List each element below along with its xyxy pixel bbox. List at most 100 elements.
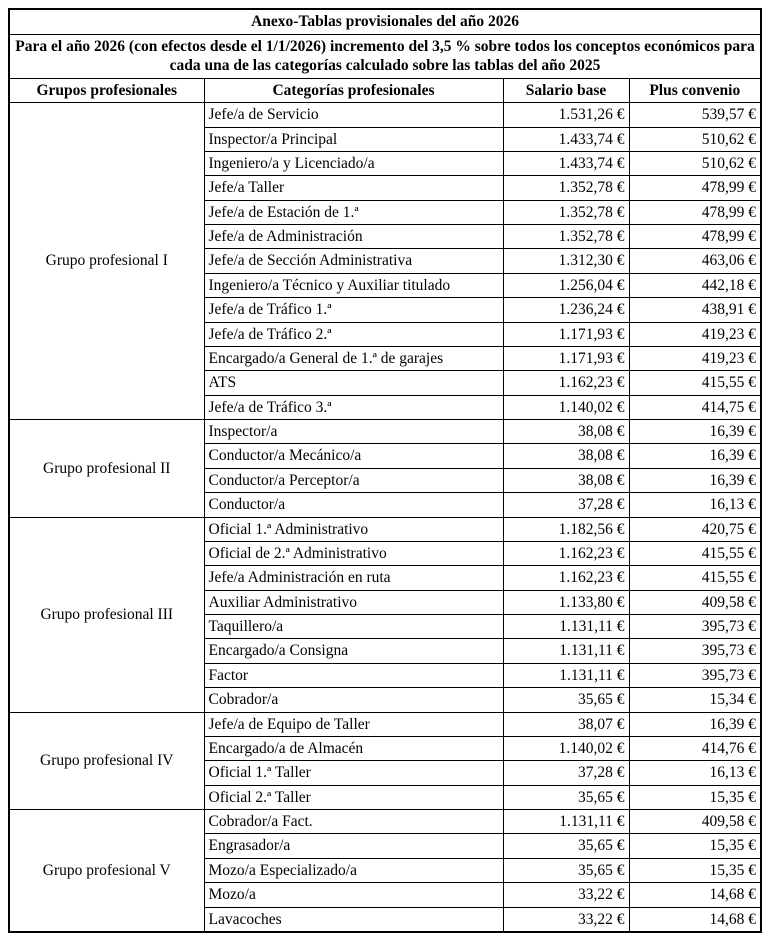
salario-base-cell: 38,08 €	[502, 443, 630, 469]
salario-base-cell: 1.162,23 €	[502, 370, 630, 396]
salario-base-cell: 35,65 €	[502, 857, 630, 884]
salario-base-cell: 37,28 €	[502, 760, 630, 786]
salario-base-cell: 1.131,11 €	[502, 808, 630, 835]
plus-convenio-cell: 420,75 €	[628, 516, 762, 542]
category-cell: Inspector/a Principal	[203, 126, 504, 152]
plus-convenio-cell: 419,23 €	[628, 321, 762, 347]
salario-base-cell: 38,08 €	[502, 467, 630, 494]
category-cell: Jefe/a de Estación de 1.ª	[203, 199, 504, 226]
category-cell: ATS	[203, 370, 504, 396]
table-row: Taquillero/a 1.131,11 €395,73 €	[9, 613, 762, 640]
category-cell: Lavacoches	[203, 906, 504, 933]
salario-base-cell: 1.352,78 €	[502, 223, 630, 250]
plus-convenio-cell: 478,99 €	[628, 175, 762, 201]
salario-base-cell: 1.182,56 €	[502, 516, 630, 542]
table-body: Anexo-Tablas provisionales del año 2026 …	[8, 8, 762, 933]
plus-convenio-cell: 16,39 €	[628, 467, 762, 494]
plus-convenio-cell: 478,99 €	[628, 199, 762, 226]
category-cell: Jefe/a de Tráfico 1.ª	[203, 297, 504, 323]
salario-base-cell: 1.256,04 €	[502, 272, 630, 299]
category-cell: Jefe/a de Servicio	[203, 102, 504, 128]
salario-base-cell: 38,08 €	[502, 418, 630, 445]
plus-convenio-cell: 14,68 €	[628, 906, 762, 933]
table-row: Inspector/a Principal 1.433,74 €510,62 €	[9, 126, 762, 152]
plus-convenio-cell: 510,62 €	[628, 150, 762, 177]
column-header-plus-convenio: Plus convenio	[628, 77, 762, 104]
category-cell: Conductor/a	[203, 492, 504, 518]
plus-convenio-cell: 16,39 €	[628, 443, 762, 469]
plus-convenio-cell: 419,23 €	[628, 345, 762, 372]
table-row: Engrasador/a 35,65 €15,35 €	[9, 833, 762, 859]
salario-base-cell: 1.131,11 €	[502, 662, 630, 689]
salario-base-cell: 1.140,02 €	[502, 735, 630, 762]
table-row: Encargado/a General de 1.ª de garajes 1.1…	[9, 345, 762, 372]
plus-convenio-cell: 415,55 €	[628, 565, 762, 591]
table-row: Oficial 2.ª Taller 35,65 €15,35 €	[9, 784, 762, 811]
table-title: Anexo-Tablas provisionales del año 2026	[8, 8, 762, 35]
salario-base-cell: 33,22 €	[502, 882, 630, 908]
table-row: Jefe/a de Administración 1.352,78 €478,99…	[9, 223, 762, 250]
category-cell: Jefe/a de Equipo de Taller	[203, 711, 504, 737]
salario-base-cell: 1.171,93 €	[502, 321, 630, 347]
category-cell: Jefe/a Taller	[203, 175, 504, 201]
plus-convenio-cell: 15,35 €	[628, 784, 762, 811]
category-cell: Jefe/a de Tráfico 2.ª	[203, 321, 504, 347]
plus-convenio-cell: 15,35 €	[628, 833, 762, 859]
category-cell: Cobrador/a	[203, 687, 504, 713]
table-row: Jefe/a de Estación de 1.ª 1.352,78 €478,9…	[9, 199, 762, 226]
salario-base-cell: 37,28 €	[502, 492, 630, 518]
salario-base-cell: 38,07 €	[502, 711, 630, 737]
category-cell: Ingeniero/a y Licenciado/a	[203, 150, 504, 177]
category-cell: Oficial 2.ª Taller	[203, 784, 504, 811]
category-cell: Encargado/a Consigna	[203, 638, 504, 664]
plus-convenio-cell: 409,58 €	[628, 589, 762, 616]
table-row: Oficial de 2.ª Administrativo 1.162,23 €4…	[9, 540, 762, 567]
table-row: Jefe/a de Sección Administrativa 1.312,30…	[9, 248, 762, 274]
salario-base-cell: 1.433,74 €	[502, 150, 630, 177]
table-row: Ingeniero/a Técnico y Auxiliar titulado 1…	[9, 272, 762, 299]
salary-table: Anexo-Tablas provisionales del año 2026 …	[8, 8, 763, 933]
table-row: Conductor/a 37,28 €16,13 €	[9, 492, 762, 518]
salario-base-cell: 1.352,78 €	[502, 175, 630, 201]
category-cell: Inspector/a	[203, 418, 504, 445]
category-cell: Jefe/a de Sección Administrativa	[203, 248, 504, 274]
group-name-cell: Grupo profesional IV	[8, 711, 205, 810]
category-cell: Jefe/a de Administración	[203, 223, 504, 250]
plus-convenio-cell: 414,75 €	[628, 394, 762, 421]
salario-base-cell: 35,65 €	[502, 833, 630, 859]
plus-convenio-cell: 415,55 €	[628, 540, 762, 567]
category-cell: Oficial 1.ª Administrativo	[203, 516, 504, 542]
subtitle-row: Para el año 2026 (con efectos desde el 1…	[8, 34, 762, 79]
category-cell: Oficial 1.ª Taller	[203, 760, 504, 786]
category-cell: Conductor/a Mecánico/a	[203, 443, 504, 469]
table-row: Ingeniero/a y Licenciado/a 1.433,74 €510,…	[9, 150, 762, 177]
category-cell: Encargado/a de Almacén	[203, 735, 504, 762]
salario-base-cell: 1.531,26 €	[502, 102, 630, 128]
salario-base-cell: 33,22 €	[502, 906, 630, 933]
table-row: Grupo profesional V Cobrador/a Fact. 1.131…	[8, 808, 762, 933]
salario-base-cell: 1.312,30 €	[502, 248, 630, 274]
salario-base-cell: 1.140,02 €	[502, 394, 630, 421]
table-row: Grupo profesional III Oficial 1.ª Adminis…	[8, 516, 762, 713]
category-cell: Factor	[203, 662, 504, 689]
group-name-cell: Grupo profesional II	[8, 419, 205, 518]
salario-base-cell: 1.162,23 €	[502, 565, 630, 591]
table-row: Grupo profesional IV Jefe/a de Equipo de …	[8, 711, 762, 810]
group-name-cell: Grupo profesional I	[8, 102, 205, 420]
salario-base-cell: 1.131,11 €	[502, 613, 630, 640]
salario-base-cell: 1.352,78 €	[502, 199, 630, 226]
plus-convenio-cell: 395,73 €	[628, 662, 762, 689]
table-row: Lavacoches 33,22 €14,68 €	[9, 906, 762, 933]
category-cell: Engrasador/a	[203, 833, 504, 859]
plus-convenio-cell: 463,06 €	[628, 248, 762, 274]
category-cell: Ingeniero/a Técnico y Auxiliar titulado	[203, 272, 504, 299]
plus-convenio-cell: 442,18 €	[628, 272, 762, 299]
table-row: Mozo/a 33,22 €14,68 €	[9, 882, 762, 908]
category-cell: Mozo/a	[203, 882, 504, 908]
category-cell: Taquillero/a	[203, 613, 504, 640]
salario-base-cell: 35,65 €	[502, 687, 630, 713]
table-row: Mozo/a Especializado/a 35,65 €15,35 €	[9, 857, 762, 884]
salario-base-cell: 1.236,24 €	[502, 297, 630, 323]
salario-base-cell: 1.171,93 €	[502, 345, 630, 372]
